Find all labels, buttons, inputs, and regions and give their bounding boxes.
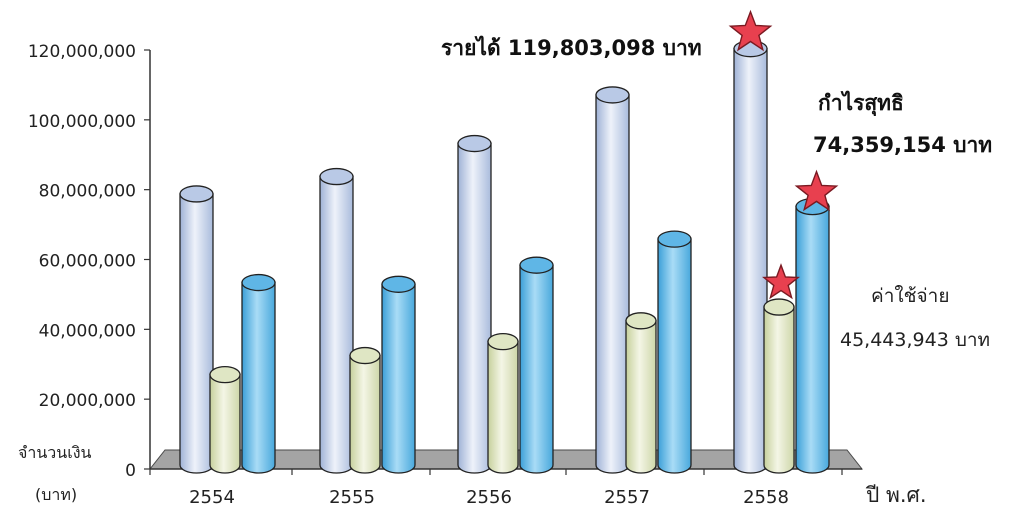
- x-axis-ticks: 2554 2555 2556 2557 2558: [149, 469, 843, 508]
- bar-profit-2556: [519, 256, 554, 474]
- expense-annotation-value: 45,443,943 บาท: [840, 329, 990, 351]
- y-tick-label: 80,000,000: [39, 182, 136, 202]
- bar-profit-2555: [381, 275, 416, 474]
- profit-annotation-value: 74,359,154 บาท: [813, 133, 992, 157]
- profit-annotation-title: กำไรสุทธิ: [818, 90, 904, 117]
- bar-profit-2558: [795, 197, 830, 474]
- y-tick-label: 120,000,000: [28, 42, 136, 62]
- star-icon: [794, 169, 839, 212]
- y-axis-title-line1: จำนวนเงิน: [18, 443, 92, 462]
- bar-revenue-2558: [733, 40, 768, 474]
- y-axis-ticks: 0 20,000,000 40,000,000 60,000,000 80,000,00…: [28, 42, 150, 481]
- bar-revenue-2554: [179, 185, 214, 474]
- x-tick-label: 2556: [466, 487, 512, 508]
- bar-revenue-2555: [319, 167, 354, 474]
- y-tick-label: 0: [125, 461, 136, 481]
- y-axis-title-line2: (บาท): [35, 485, 77, 504]
- bar-profit-2554: [241, 273, 276, 474]
- x-tick-label: 2557: [604, 487, 650, 508]
- expense-annotation-title: ค่าใช้จ่าย: [871, 285, 950, 307]
- bar-expense-2557: [625, 312, 657, 474]
- x-tick-label: 2555: [329, 487, 375, 508]
- bar-expense-2556: [487, 332, 519, 474]
- bar-revenue-2557: [595, 86, 630, 474]
- bars: [179, 40, 830, 474]
- bar-expense-2555: [349, 346, 381, 474]
- highlight-stars: [728, 9, 839, 300]
- x-tick-label: 2558: [743, 487, 789, 508]
- revenue-annotation: รายได้ 119,803,098 บาท: [441, 35, 702, 60]
- bar-revenue-2556: [457, 134, 492, 474]
- star-icon: [761, 263, 801, 300]
- y-tick-label: 40,000,000: [39, 321, 136, 341]
- bar-expense-2554: [209, 365, 241, 474]
- star-icon: [728, 9, 773, 52]
- x-axis-title: ปี พ.ศ.: [865, 483, 926, 507]
- bar-profit-2557: [657, 230, 692, 474]
- y-tick-label: 100,000,000: [28, 112, 136, 132]
- y-tick-label: 60,000,000: [39, 252, 136, 272]
- y-tick-label: 20,000,000: [39, 391, 136, 411]
- x-tick-label: 2554: [189, 487, 235, 508]
- bar-expense-2558: [763, 298, 795, 474]
